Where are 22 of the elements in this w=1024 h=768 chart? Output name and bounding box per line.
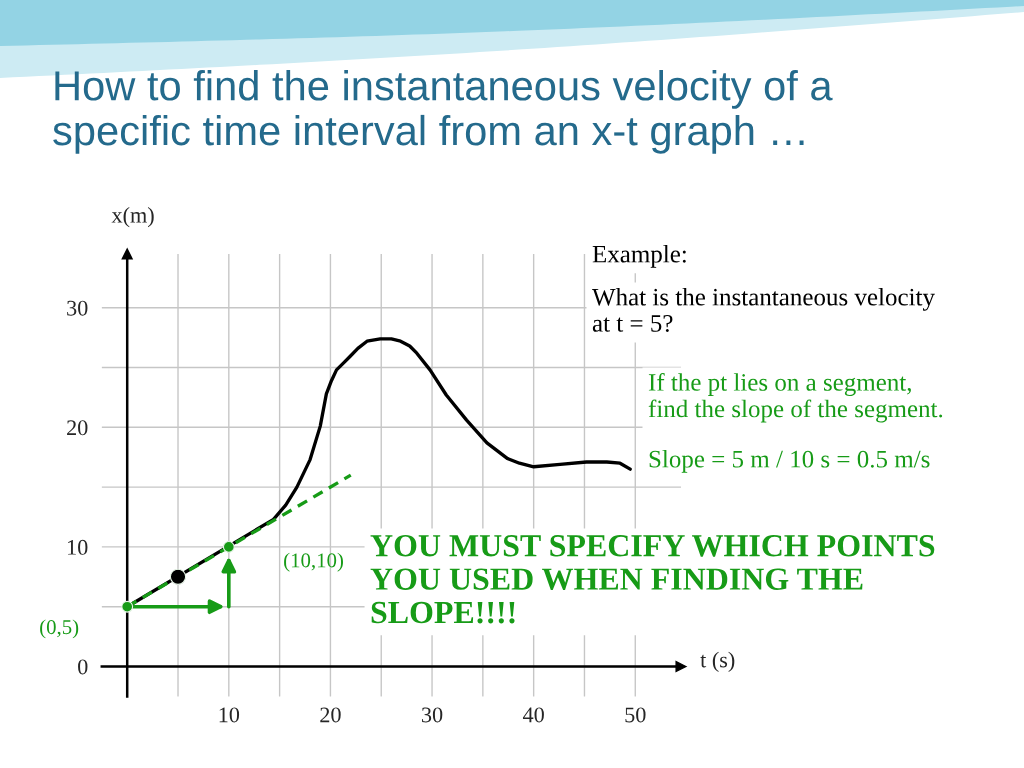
x-tick-label: 20: [320, 707, 341, 723]
x-tick-label: 30: [422, 707, 443, 723]
annotation: Slope = 5 m / 10 s = 0.5 m/s: [649, 450, 930, 473]
annotation: If the pt lies on a segment, find the slope of the segment.: [648, 373, 943, 423]
y-tick-label: 30: [67, 300, 88, 316]
y-tick-label: 10: [68, 539, 88, 555]
annotation: What is the instantaneous velocity at t = 5?: [592, 288, 935, 332]
point: [121, 600, 134, 613]
annotation: Example:: [592, 245, 686, 268]
point: [222, 540, 235, 553]
x-tick-label: 10: [219, 707, 240, 723]
y-tick-label: 20: [67, 420, 88, 436]
x-axis-title: t (s): [700, 651, 735, 672]
y-tick-label: 0: [78, 659, 88, 675]
annotation: (0,5): [40, 619, 79, 639]
annotation: YOU MUST SPECIFY WHICH POINTS YOU USED WHEN FINDING THE SLOPE!!!!: [370, 535, 935, 624]
point: [169, 568, 187, 585]
x-tick-label: 40: [522, 707, 544, 723]
x-tick-label: 50: [625, 707, 646, 723]
y-axis-title: x(m): [111, 207, 154, 228]
annotation: (10,10): [284, 552, 343, 572]
chart-title: How to find the instantaneous velocity of a specific time interval from an x-t graph …: [53, 70, 833, 154]
